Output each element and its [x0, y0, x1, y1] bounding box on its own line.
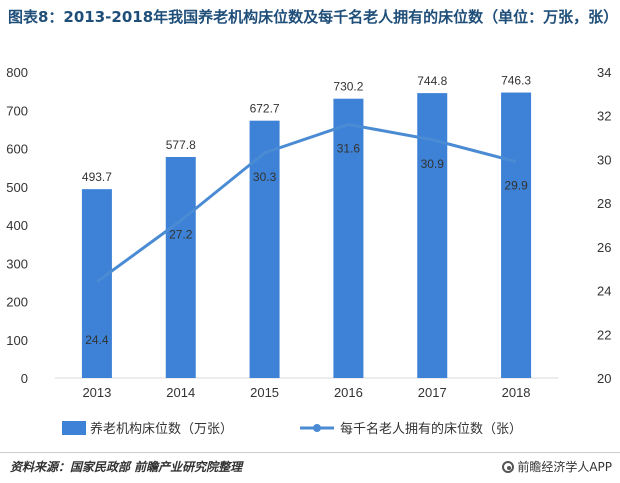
bar: [81, 189, 112, 378]
y-right-tick-label: 24: [597, 284, 611, 299]
line-value-label: 24.4: [85, 333, 109, 347]
bar: [333, 98, 364, 379]
chart-title: 图表8：2013-2018年我国养老机构床位数及每千名老人拥有的床位数（单位：万…: [8, 8, 619, 26]
bar: [501, 92, 532, 378]
legend-bar-swatch: [62, 421, 86, 435]
line-value-label: 31.6: [337, 141, 361, 155]
logo-icon: [502, 460, 515, 473]
y-right-tick-label: 20: [597, 371, 611, 386]
footer-divider: [0, 452, 620, 453]
bar-value-label: 493.7: [82, 170, 112, 184]
y-right-tick-label: 34: [597, 65, 611, 80]
y-left-tick-label: 800: [6, 65, 28, 80]
y-right-tick-label: 32: [597, 109, 611, 124]
line-series: [96, 122, 517, 284]
y-left-tick-label: 0: [21, 371, 28, 386]
bar-value-label: 744.8: [417, 74, 447, 88]
line-value-label: 29.9: [504, 179, 528, 193]
bar-value-label: 577.8: [166, 138, 196, 152]
publisher-logo: 前瞻经济学人APP: [502, 458, 612, 475]
y-left-tick-label: 200: [6, 295, 28, 310]
legend-bar-label: 养老机构床位数（万张）: [90, 421, 233, 436]
bar: [165, 156, 196, 378]
y-left-tick-label: 100: [6, 333, 28, 348]
line-value-label: 30.3: [253, 170, 277, 184]
legend-line-marker: [313, 424, 321, 432]
x-tick-label: 2016: [334, 385, 363, 400]
x-tick-label: 2015: [250, 385, 279, 400]
x-tick-label: 2014: [166, 385, 195, 400]
legend-line-label: 每千名老人拥有的床位数（张）: [340, 421, 522, 436]
y-left-tick-label: 500: [6, 180, 28, 195]
y-left-tick-label: 300: [6, 256, 28, 271]
logo-text: 前瞻经济学人APP: [517, 460, 612, 474]
y-left-tick-label: 400: [6, 218, 28, 233]
x-tick-label: 2013: [82, 385, 111, 400]
y-left-tick-label: 700: [6, 103, 28, 118]
bar: [249, 120, 280, 378]
line-value-label: 27.2: [169, 228, 193, 242]
line-value-label: 30.9: [421, 157, 445, 171]
y-right-tick-label: 30: [597, 152, 611, 167]
bar: [417, 93, 448, 378]
x-tick-label: 2018: [502, 385, 531, 400]
source-note: 资料来源：国家民政部 前瞻产业研究院整理: [10, 460, 243, 474]
x-tick-label: 2017: [418, 385, 447, 400]
y-right-tick-label: 28: [597, 196, 611, 211]
y-left-tick-label: 600: [6, 142, 28, 157]
bar-value-label: 746.3: [501, 74, 531, 88]
bar-value-label: 730.2: [333, 80, 363, 94]
bar-value-label: 672.7: [250, 102, 280, 116]
y-right-tick-label: 26: [597, 240, 611, 255]
y-right-tick-label: 22: [597, 327, 611, 342]
